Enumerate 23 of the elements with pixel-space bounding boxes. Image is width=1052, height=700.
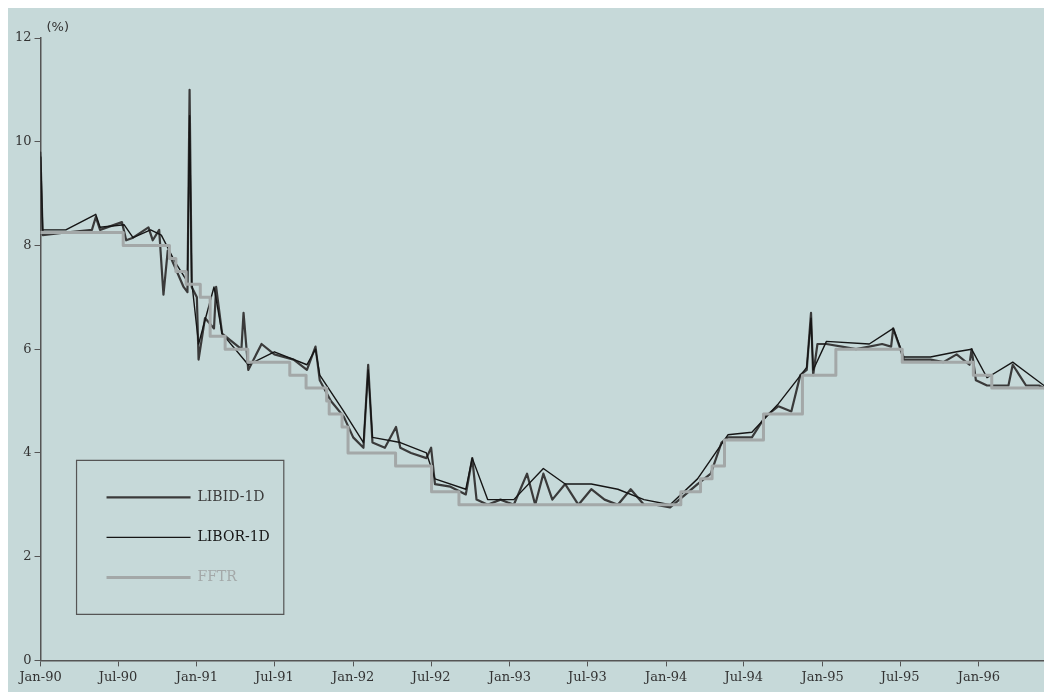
x-tick-label: Jan-91	[173, 668, 218, 684]
x-tick-label: Jul-94	[722, 668, 764, 684]
y-axis-title: (%)	[46, 18, 70, 34]
y-tick-label: 10	[15, 133, 32, 149]
x-tick-label: Jul-95	[878, 668, 920, 684]
x-tick-label: Jan-93	[486, 668, 532, 684]
text: LIBOR-1D	[197, 528, 270, 545]
y-tick-label: 2	[23, 548, 32, 564]
x-tick-label: Jul-93	[566, 668, 607, 684]
y-tick-label: 4	[23, 444, 32, 460]
x-tick-label: Jul-92	[409, 668, 451, 684]
y-tick-label: 0	[23, 651, 32, 667]
x-tick-label: Jan-95	[799, 668, 844, 684]
x-tick-label: Jul-91	[253, 668, 294, 684]
y-tick-label: 8	[23, 236, 32, 252]
x-tick-label: Jan-90	[17, 668, 62, 684]
x-tick-label: Jan-96	[955, 668, 1001, 684]
x-tick-label: Jan-94	[643, 668, 688, 684]
text: LIBID-1D	[197, 488, 265, 505]
x-tick-label: Jan-92	[330, 668, 375, 684]
y-tick-label: 6	[23, 340, 32, 356]
x-tick-label: Jul-90	[96, 668, 138, 684]
y-tick-label: 12	[15, 29, 32, 45]
